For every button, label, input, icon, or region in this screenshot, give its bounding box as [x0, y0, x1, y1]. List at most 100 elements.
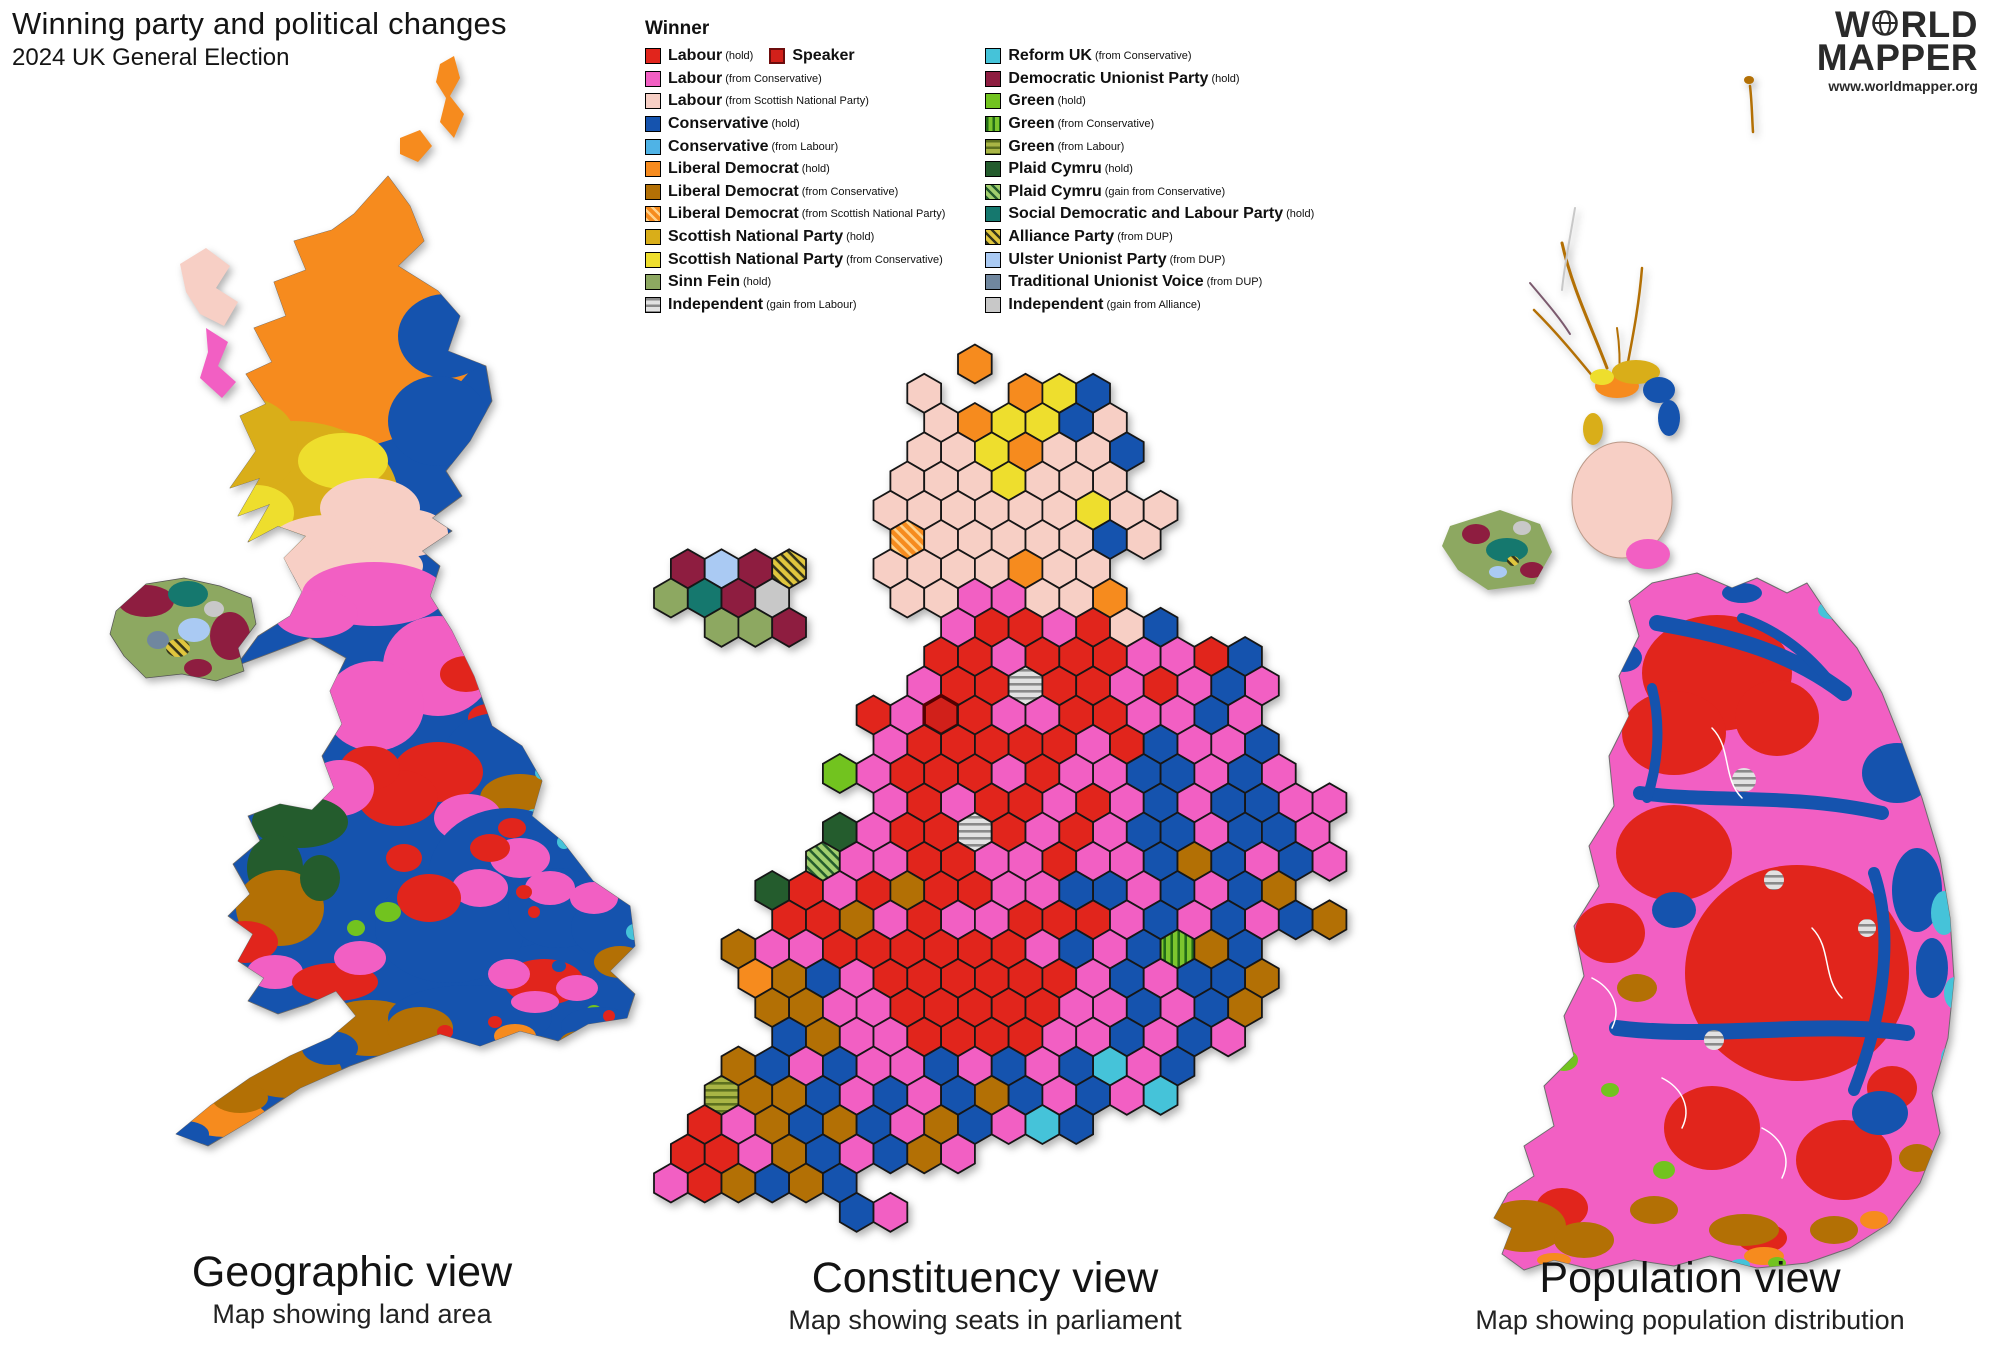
hex-cell	[889, 577, 926, 619]
map-region	[561, 1007, 635, 1045]
legend-qualifier: (from DUP)	[1206, 276, 1263, 289]
legend-qualifier: (from Conservative)	[846, 253, 943, 266]
map-region	[1529, 282, 1571, 335]
map-region	[1583, 413, 1603, 445]
map-region	[1764, 870, 1784, 890]
map-region	[1748, 84, 1755, 134]
map-region	[1554, 1222, 1614, 1258]
map-region	[1892, 848, 1942, 932]
map-region	[168, 581, 208, 607]
legend-qualifier: (from Conservative)	[801, 185, 899, 198]
legend-label: Independent	[668, 295, 764, 313]
map-region	[1591, 977, 1617, 1029]
map-region	[184, 659, 212, 677]
hex-cell	[788, 1162, 824, 1204]
map-region	[1811, 927, 1843, 999]
legend-row: Green (from Conservative)	[985, 113, 1314, 136]
map-region	[1722, 583, 1762, 603]
legend-qualifier: (gain from Conservative)	[1104, 185, 1226, 198]
map-region	[1616, 805, 1732, 901]
map-region	[300, 855, 340, 901]
legend-qualifier: (hold)	[1057, 95, 1086, 108]
map-region	[1664, 1086, 1760, 1170]
hex-cell	[653, 577, 689, 619]
map-region	[1709, 1214, 1779, 1246]
map-region	[1606, 644, 1642, 672]
legend-label: Liberal Democrat	[668, 205, 799, 223]
map-region	[1944, 977, 1954, 1009]
legend-qualifier: (hold)	[1211, 72, 1240, 85]
legend-qualifier: (hold)	[1286, 208, 1315, 221]
map-region	[198, 398, 298, 494]
hex-cell	[906, 1133, 943, 1175]
page-subtitle: 2024 UK General Election	[12, 44, 290, 71]
legend-qualifier: (hold)	[743, 276, 772, 289]
hex-cell	[754, 1162, 791, 1204]
hex-cell	[1311, 840, 1348, 882]
map-region	[1607, 597, 1627, 609]
legend-swatch-plaid-cymru-hold	[985, 161, 1002, 178]
legend-swatch-sinn-fein-hold	[645, 274, 661, 291]
legend-swatch-scottish-national-party-from-conservative	[645, 251, 661, 268]
logo-word-mapper: MAPPER	[1816, 37, 1978, 79]
map-region	[1494, 888, 1536, 952]
map-region	[375, 902, 401, 922]
legend-swatch-labour-hold	[645, 48, 661, 65]
hex-cell	[1277, 899, 1314, 941]
legend-row: Labour (from Scottish National Party)	[645, 90, 945, 113]
legend-row: Alliance Party (from DUP)	[985, 226, 1314, 249]
logo-rld: RLD	[1900, 4, 1978, 45]
legend-label: Labour	[668, 47, 723, 65]
legend-label: Democratic Unionist Party	[1008, 69, 1209, 87]
legend-swatch-liberal-democrat-from-scottish-national-party	[645, 206, 661, 223]
map-region	[1737, 613, 1832, 683]
legend-label: Sinn Fein	[668, 273, 740, 291]
map-region	[1633, 786, 1889, 820]
hex-cell	[720, 1162, 757, 1204]
legend-label: Green	[1008, 92, 1055, 110]
hex-cell	[1024, 1103, 1061, 1146]
legend-row: Liberal Democrat (from Conservative)	[645, 181, 945, 204]
legend-swatch-liberal-democrat-hold	[645, 161, 661, 178]
map-region	[488, 959, 530, 989]
legend-row: Ulster Unionist Party (from DUP)	[985, 248, 1314, 271]
worldmapper-logo: W RLD MAPPER www.worldmapper.org	[1816, 4, 1978, 94]
legend-row: Traditional Unionist Voice (from DUP)	[985, 271, 1314, 294]
legend-swatch-plaid-cymru-gain-from-conservative	[985, 183, 1002, 200]
map-region	[594, 946, 635, 978]
map-region	[1462, 524, 1490, 544]
legend-qualifier: (hold)	[1104, 163, 1133, 176]
map-region	[298, 433, 388, 489]
geographic-view-subtitle: Map showing land area	[212, 1299, 492, 1329]
legend-label: Social Democratic and Labour Party	[1008, 205, 1284, 223]
legend-row: Social Democratic and Labour Party (hold)	[985, 203, 1314, 226]
map-region	[368, 509, 448, 557]
geographic-map	[109, 56, 636, 1147]
map-region	[440, 656, 492, 692]
map-region	[1630, 1196, 1678, 1224]
legend-row: Independent (gain from Alliance)	[985, 294, 1314, 317]
header: Winning party and political changes 2024…	[12, 6, 507, 72]
legend-qualifier: (hold)	[846, 231, 875, 244]
legend-swatch-speaker	[769, 48, 786, 65]
legend-label: Traditional Unionist Voice	[1008, 273, 1204, 291]
hex-cell	[872, 1133, 909, 1175]
logo-word-world: W RLD	[1817, 4, 1978, 45]
legend-swatch-green-hold	[985, 93, 1002, 110]
hex-cell	[703, 606, 740, 648]
hex-cell	[737, 606, 774, 648]
map-region	[1494, 1048, 1525, 1118]
map-region	[274, 590, 358, 638]
map-region	[1561, 207, 1576, 291]
map-region	[1513, 521, 1531, 535]
map-region	[557, 835, 571, 849]
logo-url: www.worldmapper.org	[1828, 77, 1978, 94]
legend-qualifier: (from Labour)	[771, 140, 839, 153]
map-region	[498, 818, 526, 838]
map-region	[118, 585, 174, 617]
map-region	[1617, 974, 1657, 1002]
legend-label: Green	[1008, 115, 1055, 133]
map-region	[552, 960, 566, 972]
hex-cell	[653, 1162, 689, 1204]
